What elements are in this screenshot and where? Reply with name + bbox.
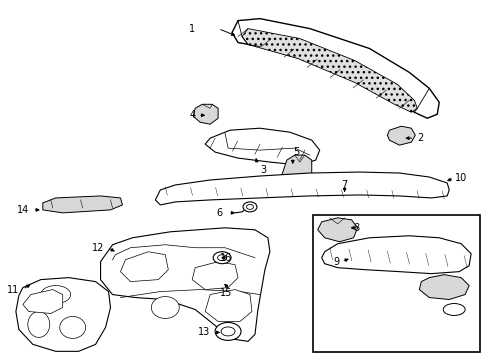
Ellipse shape xyxy=(215,323,241,340)
Text: 2: 2 xyxy=(416,133,423,143)
Ellipse shape xyxy=(28,311,50,337)
Polygon shape xyxy=(155,172,448,205)
Ellipse shape xyxy=(243,202,256,212)
Polygon shape xyxy=(321,236,470,274)
Ellipse shape xyxy=(442,303,464,315)
Polygon shape xyxy=(192,262,238,289)
Polygon shape xyxy=(120,252,168,282)
Polygon shape xyxy=(193,104,218,124)
Text: 11: 11 xyxy=(7,284,19,294)
Polygon shape xyxy=(16,278,110,351)
Ellipse shape xyxy=(151,297,179,319)
Text: 12: 12 xyxy=(92,243,104,253)
Ellipse shape xyxy=(41,285,71,303)
Polygon shape xyxy=(386,126,414,145)
Polygon shape xyxy=(101,228,269,341)
Polygon shape xyxy=(23,289,62,314)
Text: 13: 13 xyxy=(198,327,210,337)
Polygon shape xyxy=(205,289,251,321)
Polygon shape xyxy=(232,19,438,118)
Ellipse shape xyxy=(60,316,85,338)
Text: 1: 1 xyxy=(189,24,195,33)
Ellipse shape xyxy=(213,252,230,264)
Text: 8: 8 xyxy=(353,223,359,233)
Bar xyxy=(312,215,479,352)
Text: 6: 6 xyxy=(216,208,222,218)
Polygon shape xyxy=(242,28,416,112)
Text: 3: 3 xyxy=(260,165,265,175)
Polygon shape xyxy=(419,275,468,300)
Text: 14: 14 xyxy=(17,205,29,215)
Text: 10: 10 xyxy=(454,173,467,183)
Polygon shape xyxy=(281,155,311,182)
Text: 7: 7 xyxy=(341,180,347,190)
Polygon shape xyxy=(317,218,357,242)
Text: 9: 9 xyxy=(333,257,339,267)
Text: 5: 5 xyxy=(292,147,299,157)
Polygon shape xyxy=(42,196,122,213)
Polygon shape xyxy=(205,128,319,165)
Text: 15: 15 xyxy=(219,288,232,298)
Text: 4: 4 xyxy=(189,110,195,120)
Text: 16: 16 xyxy=(219,253,232,263)
